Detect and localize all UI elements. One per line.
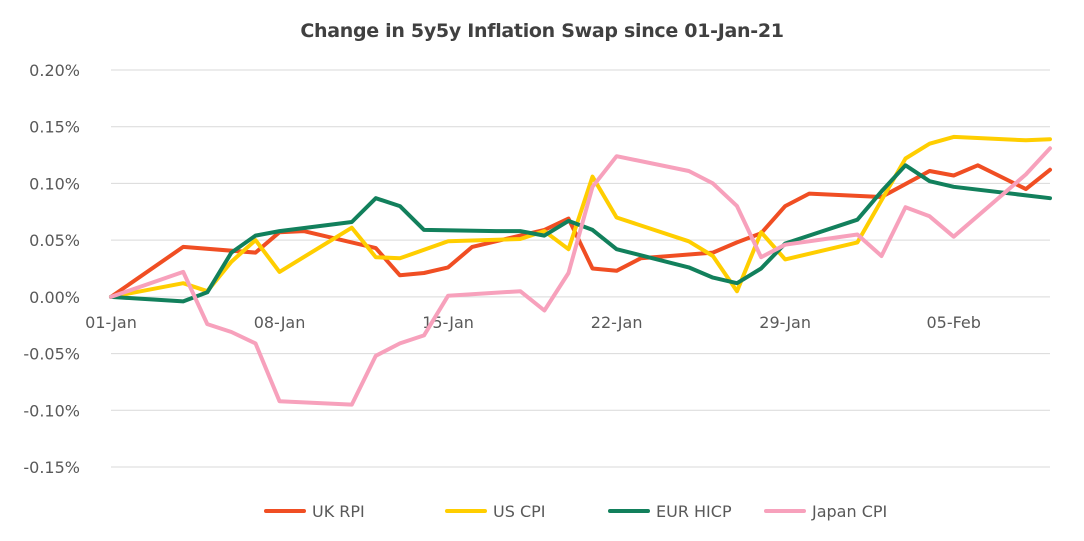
- series-line-japan-cpi: [109, 146, 1052, 407]
- y-tick-label: -0.10%: [23, 401, 80, 420]
- x-tick-label: 22-Jan: [591, 313, 643, 332]
- y-tick-label: 0.00%: [29, 288, 80, 307]
- legend: UK RPI US CPI EUR HICP Japan CPI: [264, 502, 887, 521]
- legend-item-us-cpi: US CPI: [445, 502, 546, 521]
- legend-label: UK RPI: [312, 502, 365, 521]
- legend-label: EUR HICP: [656, 502, 732, 521]
- gridlines: [111, 69, 1050, 468]
- y-tick-label: 0.10%: [29, 174, 80, 193]
- series-line-us-cpi: [109, 134, 1052, 299]
- y-tick-label: 0.05%: [29, 231, 80, 250]
- legend-label: US CPI: [493, 502, 546, 521]
- chart-title: Change in 5y5y Inflation Swap since 01-J…: [300, 20, 783, 42]
- x-axis-tick-labels: 01-Jan 08-Jan 15-Jan 22-Jan 29-Jan 05-Feb: [85, 313, 981, 332]
- series-line-eur-hicp: [109, 163, 1052, 304]
- x-tick-label: 08-Jan: [254, 313, 306, 332]
- y-tick-label: 0.15%: [29, 118, 80, 137]
- y-tick-label: -0.15%: [23, 458, 80, 477]
- y-tick-label: 0.20%: [29, 61, 80, 80]
- legend-item-japan-cpi: Japan CPI: [764, 502, 887, 521]
- x-tick-label: 29-Jan: [759, 313, 811, 332]
- legend-item-uk-rpi: UK RPI: [264, 502, 365, 521]
- y-axis-tick-labels: -0.15% -0.10% -0.05% 0.00% 0.05% 0.10% 0.15% 0.…: [23, 61, 80, 477]
- x-tick-label: 01-Jan: [85, 313, 137, 332]
- legend-item-eur-hicp: EUR HICP: [608, 502, 732, 521]
- series-line-uk-rpi: [109, 163, 1052, 299]
- x-tick-label: 05-Feb: [926, 313, 980, 332]
- series-lines: [109, 134, 1052, 407]
- legend-label: Japan CPI: [811, 502, 887, 521]
- y-tick-label: -0.05%: [23, 345, 80, 364]
